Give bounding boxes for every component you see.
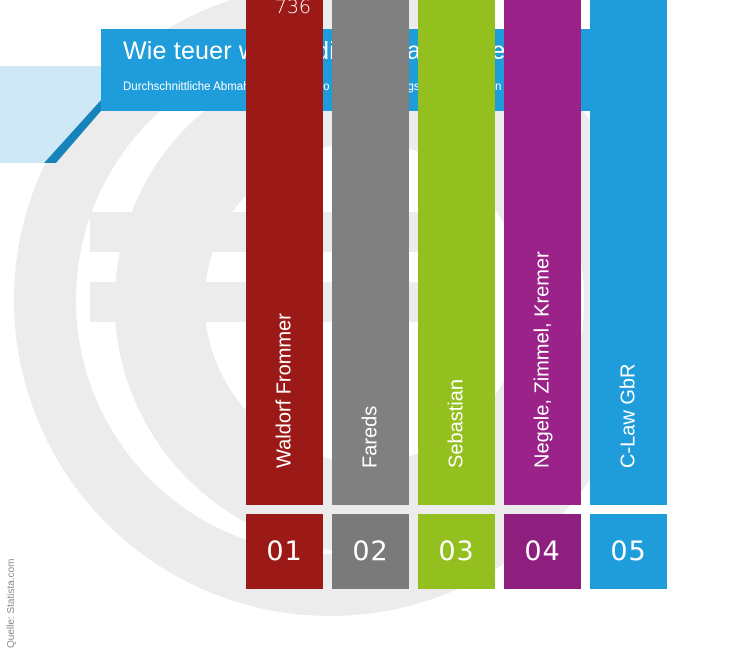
bar-category-label: Sebastian — [445, 379, 467, 468]
bar-1: 736 Waldorf Frommer — [246, 0, 323, 505]
bar-category-label: Waldorf Frommer — [273, 313, 295, 468]
rank-number: 01 — [266, 536, 303, 567]
rank-box-4: 04 — [504, 514, 581, 589]
rank-box-1: 01 — [246, 514, 323, 589]
bar-category-label: Negele, Zimmel, Kremer — [531, 251, 553, 468]
bar-5: 1.061C-Law GbR — [590, 0, 667, 505]
rank-number: 05 — [610, 536, 647, 567]
source-note: Quelle: Statista.com — [6, 558, 17, 648]
bar-value-label: 736 — [274, 0, 311, 18]
bar-3: 881Sebastian — [418, 0, 495, 505]
rank-box-3: 03 — [418, 514, 495, 589]
rank-number: 04 — [524, 536, 561, 567]
bar-4: 900Negele, Zimmel, Kremer — [504, 0, 581, 505]
rank-box-5: 05 — [590, 514, 667, 589]
rank-box-2: 02 — [332, 514, 409, 589]
bar-category-label: C-Law GbR — [617, 363, 639, 468]
rank-number: 02 — [352, 536, 389, 567]
rank-number: 03 — [438, 536, 475, 567]
bar-category-label: Fareds — [359, 405, 381, 468]
bar-2: 811Fareds — [332, 0, 409, 505]
